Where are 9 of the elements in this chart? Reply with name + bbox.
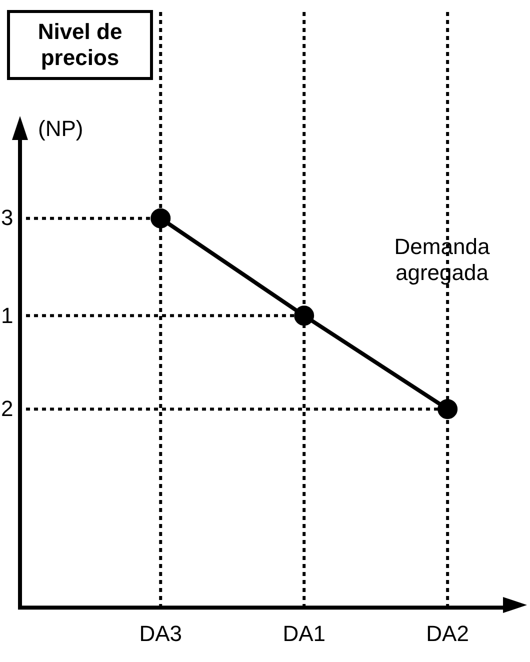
text: 3 bbox=[1, 205, 14, 232]
text: Nivel de precios bbox=[7, 10, 153, 80]
x-tick-label: DA1 bbox=[282, 620, 326, 646]
text: (NP) bbox=[38, 116, 84, 142]
text: 1 bbox=[1, 302, 14, 329]
text: 2 bbox=[1, 396, 14, 422]
x-tick-label: DA3 bbox=[139, 620, 182, 646]
annotation: Demanda agregada bbox=[393, 234, 491, 286]
x-tick-label: DA2 bbox=[426, 620, 469, 646]
